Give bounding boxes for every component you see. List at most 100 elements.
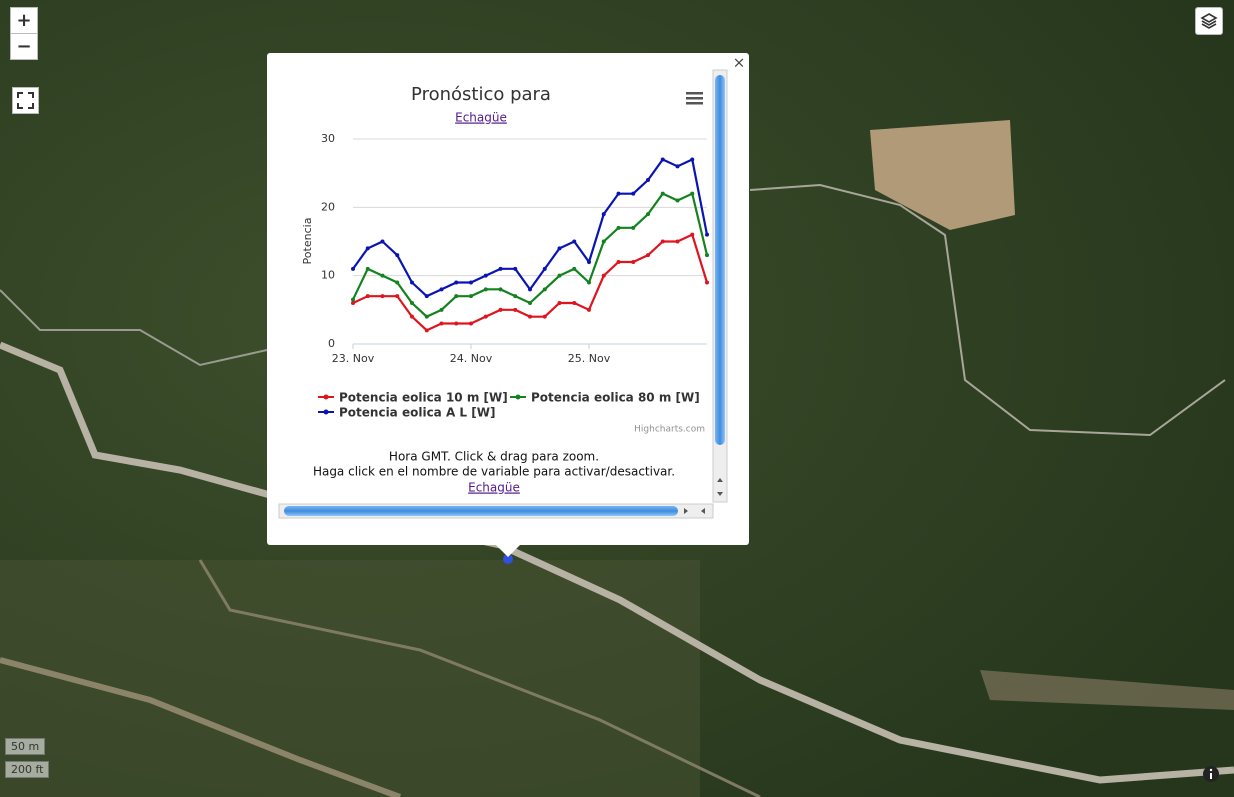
data-point bbox=[587, 280, 591, 285]
layers-icon bbox=[1200, 13, 1218, 29]
vertical-scroll-thumb[interactable] bbox=[715, 75, 725, 445]
data-point bbox=[675, 164, 680, 169]
data-point bbox=[601, 273, 606, 278]
data-point bbox=[351, 297, 355, 302]
data-point bbox=[469, 280, 473, 285]
data-point bbox=[616, 191, 621, 196]
legend-item[interactable]: Potencia eolica 10 m [W] bbox=[318, 391, 508, 405]
data-point bbox=[631, 191, 636, 196]
y-tick-label: 0 bbox=[328, 337, 335, 350]
data-point bbox=[690, 157, 695, 162]
data-point bbox=[601, 239, 606, 244]
fullscreen-button[interactable] bbox=[12, 87, 39, 114]
data-point bbox=[705, 280, 709, 285]
footer-link[interactable]: Echagüe bbox=[468, 481, 520, 495]
data-point bbox=[395, 280, 400, 285]
data-point bbox=[528, 287, 532, 292]
layers-button[interactable] bbox=[1195, 7, 1223, 35]
chart-subtitle-link[interactable]: Echagüe bbox=[455, 111, 507, 125]
close-button[interactable]: × bbox=[733, 54, 746, 72]
data-point bbox=[380, 273, 385, 278]
x-tick-label: 24. Nov bbox=[450, 352, 493, 365]
legend-label: Potencia eolica 80 m [W] bbox=[531, 391, 700, 405]
y-tick-label: 30 bbox=[321, 132, 335, 145]
data-point bbox=[513, 307, 518, 312]
data-point bbox=[498, 287, 503, 292]
zoom-out[interactable]: − bbox=[10, 33, 38, 60]
data-point bbox=[660, 191, 665, 196]
data-point bbox=[572, 239, 577, 244]
data-point bbox=[660, 239, 665, 244]
credits[interactable]: Highcharts.com bbox=[634, 425, 705, 435]
data-point bbox=[660, 157, 665, 162]
data-point bbox=[365, 246, 370, 251]
legend-marker bbox=[323, 409, 329, 415]
data-point bbox=[454, 294, 459, 299]
data-point bbox=[572, 301, 577, 305]
data-point bbox=[439, 287, 444, 292]
data-point bbox=[528, 301, 532, 305]
data-point bbox=[424, 294, 429, 299]
data-point bbox=[365, 266, 370, 271]
data-point bbox=[439, 321, 444, 326]
y-tick-label: 10 bbox=[321, 269, 335, 282]
footer-note: Hora GMT. Click & drag para zoom. bbox=[389, 450, 599, 464]
data-point bbox=[542, 314, 547, 319]
x-tick-label: 25. Nov bbox=[568, 352, 611, 365]
legend-label: Potencia eolica 10 m [W] bbox=[339, 391, 508, 405]
data-point bbox=[631, 225, 636, 230]
data-point bbox=[705, 232, 709, 237]
scale-metric: 50 m bbox=[5, 738, 46, 755]
data-point bbox=[690, 232, 695, 237]
data-point bbox=[365, 294, 370, 299]
data-point bbox=[690, 191, 695, 196]
legend-item[interactable]: Potencia eolica 80 m [W] bbox=[510, 391, 700, 405]
chart-title: Pronóstico para bbox=[411, 84, 551, 105]
data-point bbox=[675, 198, 680, 203]
data-point bbox=[410, 301, 414, 305]
data-point bbox=[557, 246, 562, 251]
data-point bbox=[469, 294, 473, 299]
data-point bbox=[675, 239, 680, 244]
data-point bbox=[395, 294, 400, 299]
data-point bbox=[601, 212, 606, 217]
data-point bbox=[528, 314, 532, 319]
data-point bbox=[439, 307, 444, 312]
legend-label: Potencia eolica A L [W] bbox=[339, 406, 495, 420]
data-point bbox=[572, 266, 577, 271]
menu-icon[interactable] bbox=[686, 92, 703, 105]
data-point bbox=[424, 328, 429, 333]
data-point bbox=[513, 294, 518, 299]
data-point bbox=[498, 266, 503, 271]
data-point bbox=[646, 253, 650, 258]
data-point bbox=[631, 260, 636, 264]
legend-marker bbox=[323, 394, 329, 400]
data-point bbox=[587, 260, 591, 264]
x-tick-label: 23. Nov bbox=[332, 352, 375, 365]
data-point bbox=[483, 314, 488, 319]
y-tick-label: 20 bbox=[321, 200, 335, 213]
legend-marker bbox=[515, 394, 521, 400]
data-point bbox=[705, 253, 709, 258]
zoom-in[interactable]: + bbox=[10, 7, 38, 34]
data-point bbox=[380, 294, 385, 299]
legend-item[interactable]: Potencia eolica A L [W] bbox=[318, 406, 495, 420]
data-point bbox=[424, 314, 429, 319]
data-point bbox=[616, 225, 621, 230]
data-point bbox=[646, 178, 650, 182]
data-point bbox=[542, 266, 547, 271]
data-point bbox=[380, 239, 385, 244]
data-point bbox=[557, 273, 562, 278]
horizontal-scroll-thumb[interactable] bbox=[284, 506, 678, 516]
data-point bbox=[557, 301, 562, 305]
scale-imperial: 200 ft bbox=[5, 761, 50, 778]
info-button[interactable] bbox=[1202, 765, 1220, 783]
data-point bbox=[351, 301, 355, 305]
data-point bbox=[542, 287, 547, 292]
data-point bbox=[587, 307, 591, 312]
data-point bbox=[483, 273, 488, 278]
popup: × Pronóstico para Echagüe Potencia Highc… bbox=[267, 53, 749, 545]
fullscreen-icon bbox=[17, 92, 34, 109]
data-point bbox=[469, 321, 473, 326]
